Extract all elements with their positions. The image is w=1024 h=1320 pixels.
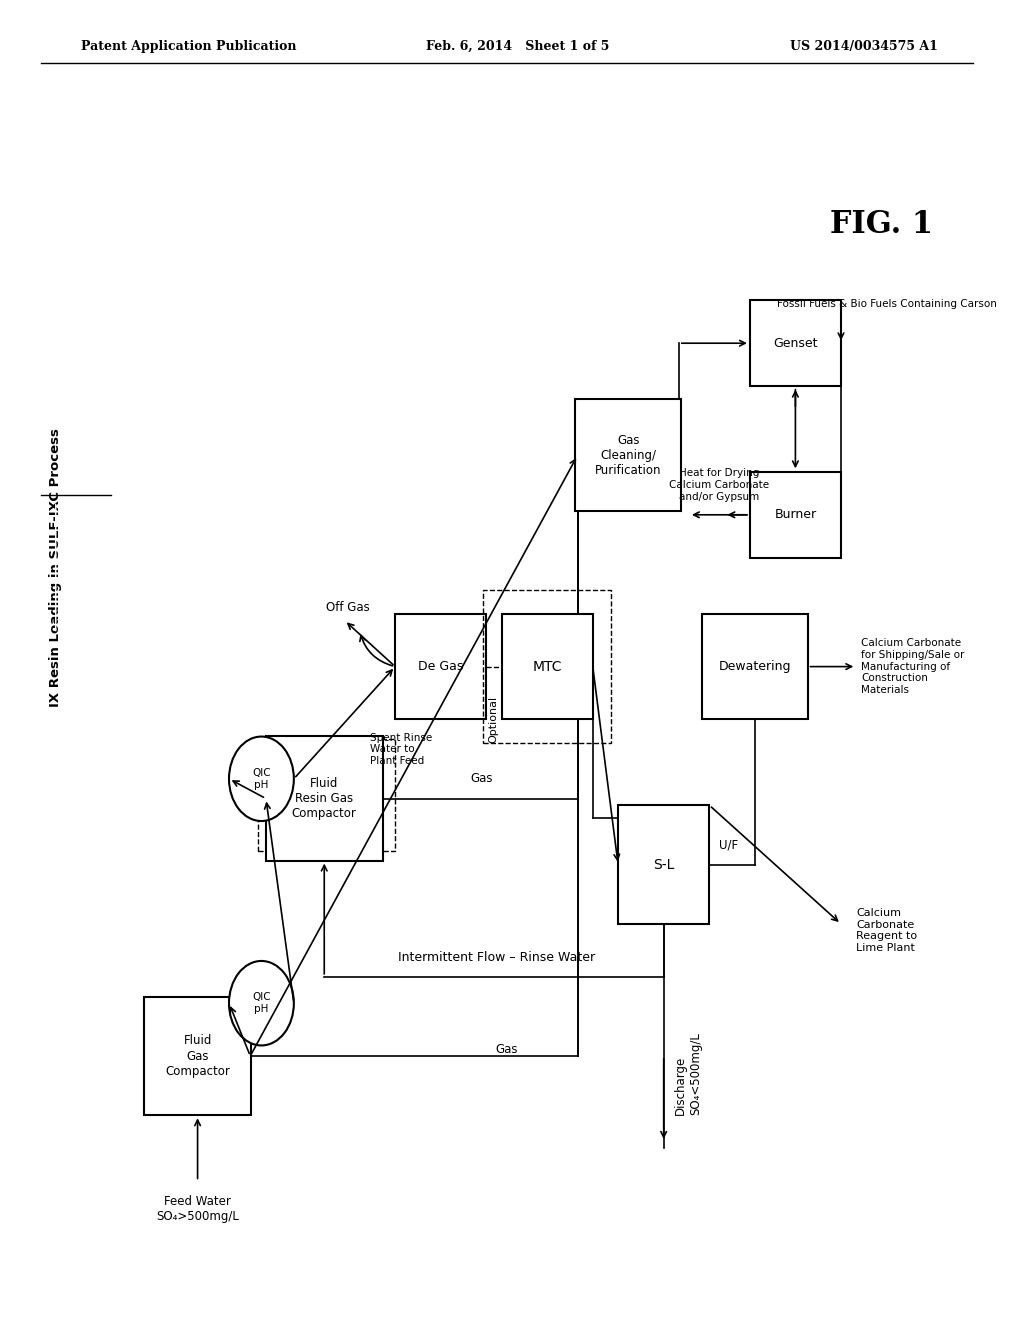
Text: Calcium Carbonate
for Shipping/Sale or
Manufacturing of
Construction
Materials: Calcium Carbonate for Shipping/Sale or M…	[861, 639, 965, 694]
Text: Fluid
Resin Gas
Compactor: Fluid Resin Gas Compactor	[292, 777, 356, 820]
Circle shape	[229, 961, 294, 1045]
Text: Fossil Fuels & Bio Fuels Containing Carson: Fossil Fuels & Bio Fuels Containing Cars…	[776, 298, 996, 309]
Text: IX Resin Loading in SULF-IXC Process: IX Resin Loading in SULF-IXC Process	[49, 428, 62, 708]
Text: Optional: Optional	[488, 696, 499, 743]
FancyBboxPatch shape	[395, 614, 486, 719]
Text: US 2014/0034575 A1: US 2014/0034575 A1	[791, 40, 938, 53]
Text: FIG. 1: FIG. 1	[830, 209, 933, 240]
Text: Gas: Gas	[496, 1043, 518, 1056]
FancyBboxPatch shape	[266, 737, 383, 861]
Text: QIC
pH: QIC pH	[252, 993, 270, 1014]
Text: Gas: Gas	[470, 772, 493, 785]
FancyBboxPatch shape	[750, 301, 841, 385]
Text: S-L: S-L	[653, 858, 675, 871]
Text: MTC: MTC	[532, 660, 562, 673]
Text: Calcium
Carbonate
Reagent to
Lime Plant: Calcium Carbonate Reagent to Lime Plant	[856, 908, 918, 953]
Text: Fluid
Gas
Compactor: Fluid Gas Compactor	[165, 1035, 230, 1077]
Text: Discharge
SO₄<500mg/L: Discharge SO₄<500mg/L	[674, 1032, 701, 1115]
Text: Spent Rinse
Water to
Plant Feed: Spent Rinse Water to Plant Feed	[370, 733, 432, 766]
Circle shape	[229, 737, 294, 821]
Text: Gas
Cleaning/
Purification: Gas Cleaning/ Purification	[595, 434, 662, 477]
Text: U/F: U/F	[720, 838, 738, 851]
Text: Patent Application Publication: Patent Application Publication	[81, 40, 297, 53]
FancyBboxPatch shape	[618, 805, 710, 924]
FancyBboxPatch shape	[502, 614, 593, 719]
Text: Genset: Genset	[773, 337, 817, 350]
Text: Burner: Burner	[774, 508, 816, 521]
FancyBboxPatch shape	[750, 471, 841, 557]
FancyBboxPatch shape	[144, 997, 251, 1115]
Text: Dewatering: Dewatering	[719, 660, 792, 673]
Text: Feb. 6, 2014   Sheet 1 of 5: Feb. 6, 2014 Sheet 1 of 5	[426, 40, 609, 53]
Text: Intermittent Flow – Rinse Water: Intermittent Flow – Rinse Water	[398, 950, 595, 964]
Text: Heat for Drying
Calcium Carbonate
and/or Gypsum: Heat for Drying Calcium Carbonate and/or…	[670, 469, 769, 502]
FancyBboxPatch shape	[575, 399, 681, 511]
FancyBboxPatch shape	[701, 614, 808, 719]
Text: De Gas: De Gas	[418, 660, 464, 673]
Text: Feed Water
SO₄>500mg/L: Feed Water SO₄>500mg/L	[156, 1195, 239, 1222]
Text: QIC
pH: QIC pH	[252, 768, 270, 789]
Text: Off Gas: Off Gas	[326, 601, 370, 614]
